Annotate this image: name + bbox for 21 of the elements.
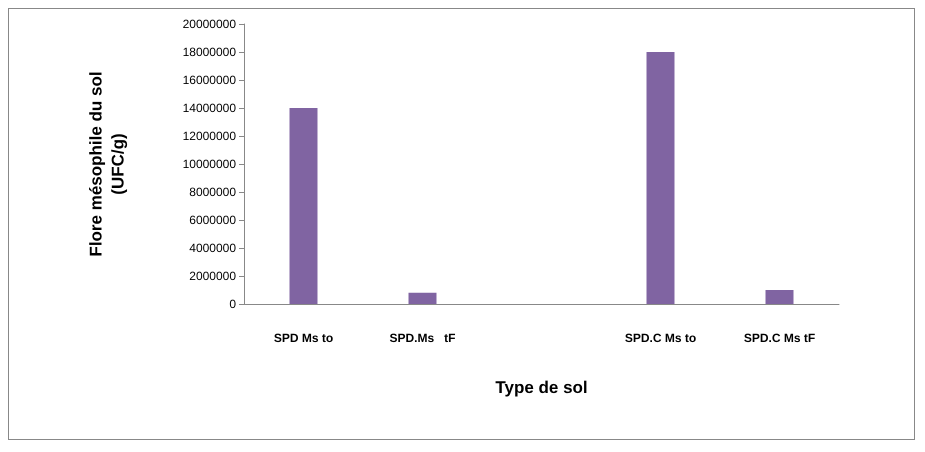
- bar: [290, 108, 318, 304]
- y-tick-label: 10000000: [182, 157, 236, 171]
- y-tick-label: 16000000: [182, 73, 236, 87]
- x-tick-label: SPD.C Ms tF: [744, 331, 816, 345]
- x-axis-title: Type de sol: [495, 378, 588, 397]
- y-tick-label: 4000000: [189, 241, 236, 255]
- y-tick-label: 0: [229, 297, 236, 311]
- y-tick-label: 2000000: [189, 269, 236, 283]
- bar: [646, 52, 674, 304]
- y-tick-label: 8000000: [189, 185, 236, 199]
- bar: [766, 290, 794, 304]
- y-tick-label: 20000000: [182, 17, 236, 31]
- x-tick-label: SPD.C Ms to: [624, 331, 696, 345]
- y-tick-label: 12000000: [182, 129, 236, 143]
- y-axis-title: Flore mésophile du sol (UFC/g): [86, 71, 128, 257]
- y-tick-label: 6000000: [189, 213, 236, 227]
- y-tick-label: 18000000: [182, 45, 236, 59]
- bar: [408, 292, 436, 304]
- x-tick-label: SPD Ms to: [274, 331, 334, 345]
- y-tick-label: 14000000: [182, 101, 236, 115]
- x-tick-label: SPD.Ms tF: [389, 331, 456, 345]
